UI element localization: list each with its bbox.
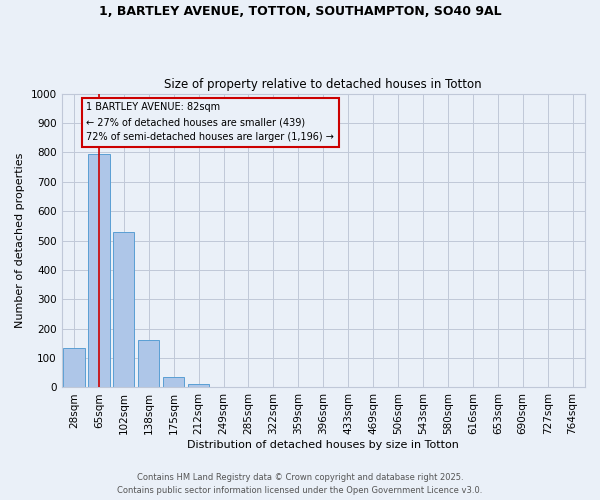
Bar — [113, 232, 134, 388]
X-axis label: Distribution of detached houses by size in Totton: Distribution of detached houses by size … — [187, 440, 459, 450]
Y-axis label: Number of detached properties: Number of detached properties — [15, 153, 25, 328]
Bar — [64, 348, 85, 388]
Text: Contains HM Land Registry data © Crown copyright and database right 2025.
Contai: Contains HM Land Registry data © Crown c… — [118, 474, 482, 495]
Bar — [138, 340, 160, 388]
Title: Size of property relative to detached houses in Totton: Size of property relative to detached ho… — [164, 78, 482, 91]
Bar — [188, 384, 209, 388]
Bar — [88, 154, 110, 388]
Bar — [163, 376, 184, 388]
Text: 1 BARTLEY AVENUE: 82sqm
← 27% of detached houses are smaller (439)
72% of semi-d: 1 BARTLEY AVENUE: 82sqm ← 27% of detache… — [86, 102, 334, 142]
Text: 1, BARTLEY AVENUE, TOTTON, SOUTHAMPTON, SO40 9AL: 1, BARTLEY AVENUE, TOTTON, SOUTHAMPTON, … — [98, 5, 502, 18]
